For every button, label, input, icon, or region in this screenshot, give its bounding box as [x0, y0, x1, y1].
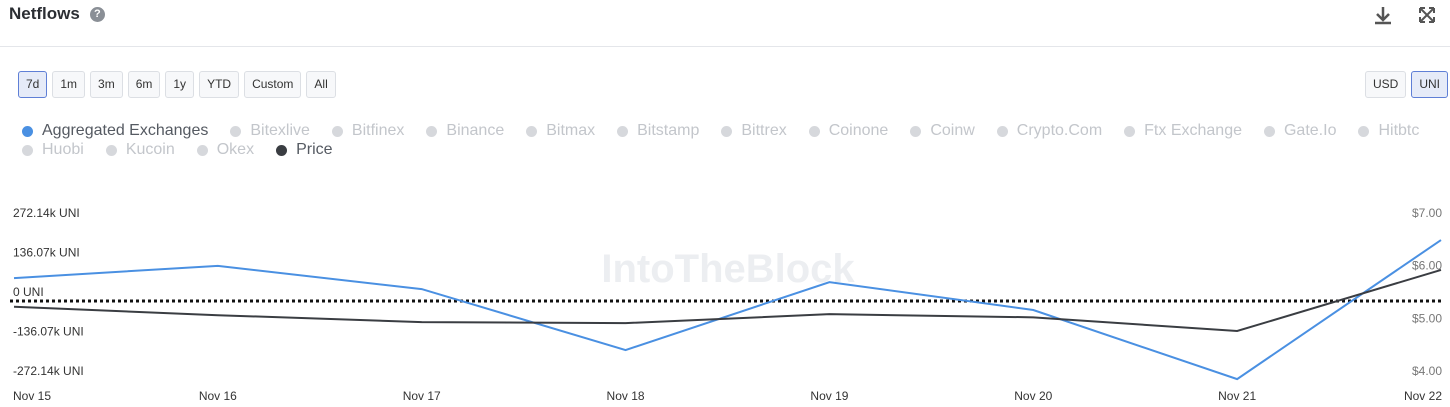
- legend-item[interactable]: Hitbtc: [1358, 122, 1419, 140]
- x-tick-label: Nov 22: [1404, 389, 1442, 403]
- legend-dot: [331, 125, 343, 137]
- range-button[interactable]: 6m: [127, 71, 161, 98]
- y-tick-label: -136.07k UNI: [13, 325, 84, 339]
- legend-label: Bitstamp: [637, 122, 700, 139]
- legend-item[interactable]: Gate.Io: [1263, 122, 1337, 140]
- y2-tick-label: $4.00: [1412, 364, 1442, 378]
- legend-label: Aggregated Exchanges: [42, 122, 209, 139]
- legend-label: Ftx Exchange: [1144, 122, 1242, 139]
- legend-item[interactable]: Bittrex: [721, 122, 787, 140]
- legend-dot: [617, 125, 629, 137]
- legend-item[interactable]: Aggregated Exchanges: [22, 122, 208, 140]
- range-button[interactable]: Custom: [244, 71, 302, 98]
- divider: [0, 46, 1450, 47]
- legend-label: Binance: [446, 122, 505, 139]
- legend-item[interactable]: Coinone: [808, 122, 889, 140]
- legend-dot: [1263, 125, 1275, 137]
- legend-label: Bitexlive: [250, 122, 310, 139]
- legend-item[interactable]: Bitmax: [526, 122, 595, 140]
- legend-item[interactable]: Kucoin: [105, 141, 175, 159]
- y-tick-label: 0 UNI: [13, 285, 44, 299]
- y-tick-label: 272.14k UNI: [13, 206, 80, 220]
- x-tick-label: Nov 15: [13, 389, 51, 403]
- legend-dot: [196, 144, 208, 156]
- y2-tick-label: $7.00: [1412, 206, 1442, 220]
- legend-dot: [105, 144, 117, 156]
- legend-label: Kucoin: [125, 141, 175, 158]
- range-button[interactable]: 1y: [165, 71, 195, 98]
- legend-dot: [22, 125, 33, 137]
- unit-buttons: USD UNI: [1364, 71, 1448, 98]
- legend-label: Huobi: [42, 141, 84, 158]
- legend-label: Hitbtc: [1378, 122, 1420, 139]
- watermark: IntoTheBlock: [601, 247, 855, 291]
- range-button[interactable]: 3m: [90, 71, 123, 98]
- legend-label: Coinone: [828, 122, 889, 139]
- legend-label: Coinw: [930, 122, 975, 139]
- range-button[interactable]: YTD: [199, 71, 240, 98]
- legend-item[interactable]: Bitexlive: [230, 122, 310, 140]
- legend-label: Crypto.Com: [1016, 122, 1103, 139]
- range-buttons: 7d 1m 3m 6m 1y YTD Custom All: [18, 71, 336, 98]
- range-button[interactable]: All: [306, 71, 336, 98]
- x-tick-label: Nov 18: [607, 389, 645, 403]
- legend-label: Okex: [216, 141, 255, 158]
- legend-dot: [1358, 125, 1370, 137]
- legend-dot: [1124, 125, 1136, 137]
- legend-label: Price: [296, 141, 333, 158]
- legend-item[interactable]: Bitstamp: [617, 122, 699, 140]
- legend-item[interactable]: Bitfinex: [331, 122, 405, 140]
- series-line: [13, 268, 1442, 333]
- unit-button[interactable]: UNI: [1411, 71, 1448, 98]
- range-button[interactable]: 1m: [52, 71, 86, 98]
- legend-dot: [910, 125, 922, 137]
- x-tick-label: Nov 17: [403, 389, 441, 403]
- legend-dot: [996, 125, 1008, 137]
- legend-item[interactable]: Crypto.Com: [996, 122, 1103, 140]
- download-icon[interactable]: [1375, 7, 1391, 25]
- y-tick-label: -272.14k UNI: [13, 364, 84, 378]
- legend-item[interactable]: Coinw: [910, 122, 975, 140]
- title: Netflows: [9, 4, 80, 23]
- legend-item[interactable]: Ftx Exchange: [1124, 122, 1242, 140]
- legend-dot: [721, 125, 733, 137]
- legend-dot: [426, 125, 438, 137]
- x-tick-label: Nov 21: [1218, 389, 1256, 403]
- x-tick-label: Nov 19: [810, 389, 848, 403]
- header: Netflows?: [9, 4, 105, 24]
- range-button[interactable]: 7d: [18, 71, 48, 98]
- series-line: [13, 239, 1442, 381]
- legend-label: Bitfinex: [351, 122, 405, 139]
- expand-icon[interactable]: [1419, 7, 1435, 23]
- legend-dot: [526, 125, 538, 137]
- legend-dot: [22, 144, 33, 156]
- legend-dot: [808, 125, 820, 137]
- y2-tick-label: $5.00: [1412, 311, 1442, 325]
- y-tick-label: 136.07k UNI: [13, 246, 80, 260]
- legend-label: Bittrex: [741, 122, 787, 139]
- x-tick-label: Nov 16: [199, 389, 237, 403]
- y2-tick-label: $6.00: [1412, 259, 1442, 273]
- legend-label: Bitmax: [546, 122, 596, 139]
- legend-dot: [276, 144, 288, 156]
- legend-dot: [230, 125, 242, 137]
- legend-item[interactable]: Huobi: [22, 141, 84, 159]
- help-icon[interactable]: ?: [89, 6, 105, 22]
- unit-button[interactable]: USD: [1364, 71, 1407, 98]
- legend-item[interactable]: Binance: [426, 122, 504, 140]
- x-tick-label: Nov 20: [1014, 389, 1052, 403]
- legend-label: Gate.Io: [1283, 122, 1337, 139]
- legend-item[interactable]: Okex: [196, 141, 255, 159]
- legend: Aggregated Exchanges Bitexlive Bitfinex Bin…: [22, 122, 1432, 159]
- legend-item[interactable]: Price: [276, 141, 333, 159]
